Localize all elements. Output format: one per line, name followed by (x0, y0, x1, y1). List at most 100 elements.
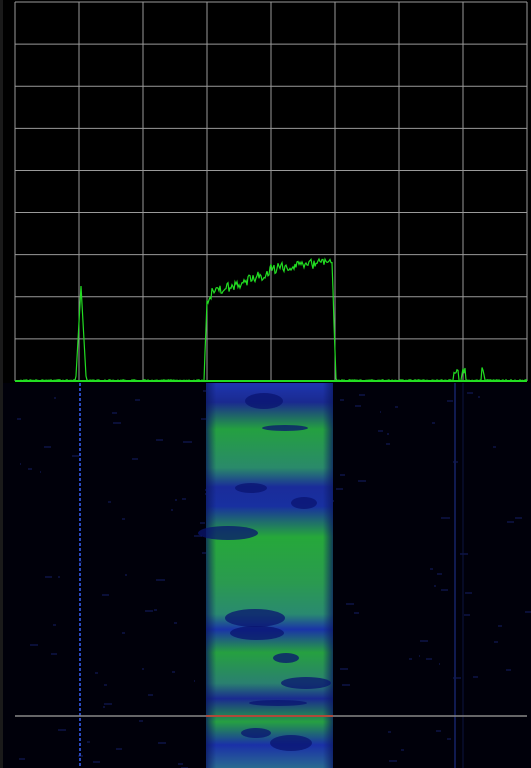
signal-fade-streak (262, 425, 308, 431)
noise-speck (437, 573, 442, 575)
noise-speck (515, 517, 522, 519)
noise-speck (378, 430, 383, 432)
noise-speck (380, 411, 381, 413)
noise-speck (182, 498, 186, 500)
noise-speck (478, 396, 480, 398)
noise-speck (58, 729, 66, 731)
noise-speck (358, 480, 366, 482)
noise-speck (158, 742, 166, 744)
noise-speck (506, 669, 511, 671)
signal-fade-streak (241, 728, 271, 738)
left-border (0, 0, 3, 768)
noise-speck (525, 611, 531, 613)
noise-speck (104, 703, 112, 705)
noise-speck (30, 644, 38, 646)
waterfall-streaks (198, 393, 331, 751)
noise-speck (125, 574, 127, 576)
spectrum-plot[interactable] (0, 0, 531, 384)
signal-fade-streak (235, 483, 267, 493)
noise-speck (183, 441, 192, 443)
noise-speck (171, 509, 173, 511)
noise-speck (122, 632, 125, 634)
noise-speck (139, 720, 143, 722)
spectrum-background (0, 0, 531, 384)
noise-speck (53, 624, 56, 626)
noise-speck (40, 471, 41, 473)
signal-fade-streak (249, 700, 307, 706)
noise-speck (72, 455, 79, 457)
signal-fade-streak (270, 735, 312, 751)
noise-speck (432, 422, 435, 424)
noise-speck (342, 684, 350, 686)
noise-speck (108, 501, 111, 503)
spectrum-grid (14, 1, 528, 382)
noise-speck (460, 553, 468, 555)
noise-speck (447, 738, 451, 740)
noise-speck (386, 443, 390, 445)
noise-speck (154, 609, 157, 611)
noise-speck (156, 579, 165, 581)
noise-speck (355, 405, 361, 407)
noise-speck (112, 412, 117, 414)
signal-fade-streak (281, 677, 331, 689)
noise-speck (104, 684, 107, 686)
noise-speck (132, 458, 138, 460)
noise-speck (102, 594, 109, 596)
noise-speck (200, 522, 205, 524)
noise-speck (493, 446, 496, 448)
noise-speck (174, 622, 177, 624)
noise-speck (340, 399, 344, 401)
noise-speck (434, 585, 436, 587)
noise-speck (340, 668, 348, 670)
noise-speck (336, 488, 343, 490)
noise-speck (87, 741, 90, 743)
noise-speck (426, 658, 432, 660)
noise-speck (142, 668, 144, 670)
noise-speck (439, 663, 440, 665)
noise-speck (409, 658, 412, 660)
noise-speck (172, 671, 175, 673)
noise-speck (145, 610, 153, 612)
noise-speck (113, 422, 121, 424)
noise-speck (465, 592, 472, 594)
noise-speck (148, 694, 153, 696)
waterfall-display[interactable] (0, 383, 531, 768)
signal-fade-streak (291, 497, 317, 509)
noise-speck (498, 625, 502, 627)
noise-speck (467, 392, 473, 394)
noise-speck (447, 400, 453, 402)
noise-speck (359, 394, 365, 396)
noise-speck (388, 731, 391, 733)
noise-speck (507, 521, 514, 523)
noise-speck (58, 576, 60, 578)
noise-speck (346, 603, 354, 605)
noise-speck (178, 763, 183, 765)
noise-speck (340, 474, 345, 476)
noise-speck (436, 730, 441, 732)
noise-speck (116, 748, 122, 750)
noise-speck (387, 433, 389, 435)
noise-speck (395, 406, 398, 408)
signal-fade-streak (245, 393, 283, 409)
noise-speck (201, 418, 206, 420)
noise-speck (51, 653, 57, 655)
noise-speck (419, 655, 420, 657)
noise-speck (494, 641, 498, 643)
noise-speck (93, 761, 100, 763)
noise-speck (54, 397, 56, 399)
noise-speck (194, 680, 195, 682)
noise-speck (430, 568, 433, 570)
noise-speck (354, 612, 359, 614)
noise-speck (135, 399, 140, 401)
noise-speck (17, 418, 21, 420)
noise-speck (389, 760, 397, 762)
noise-speck (194, 535, 202, 537)
noise-speck (122, 518, 125, 520)
noise-speck (453, 677, 461, 679)
wideband-signal-edges (206, 383, 333, 768)
noise-speck (420, 640, 428, 642)
noise-speck (95, 672, 98, 674)
noise-speck (464, 614, 470, 616)
signal-fade-streak (273, 653, 299, 663)
